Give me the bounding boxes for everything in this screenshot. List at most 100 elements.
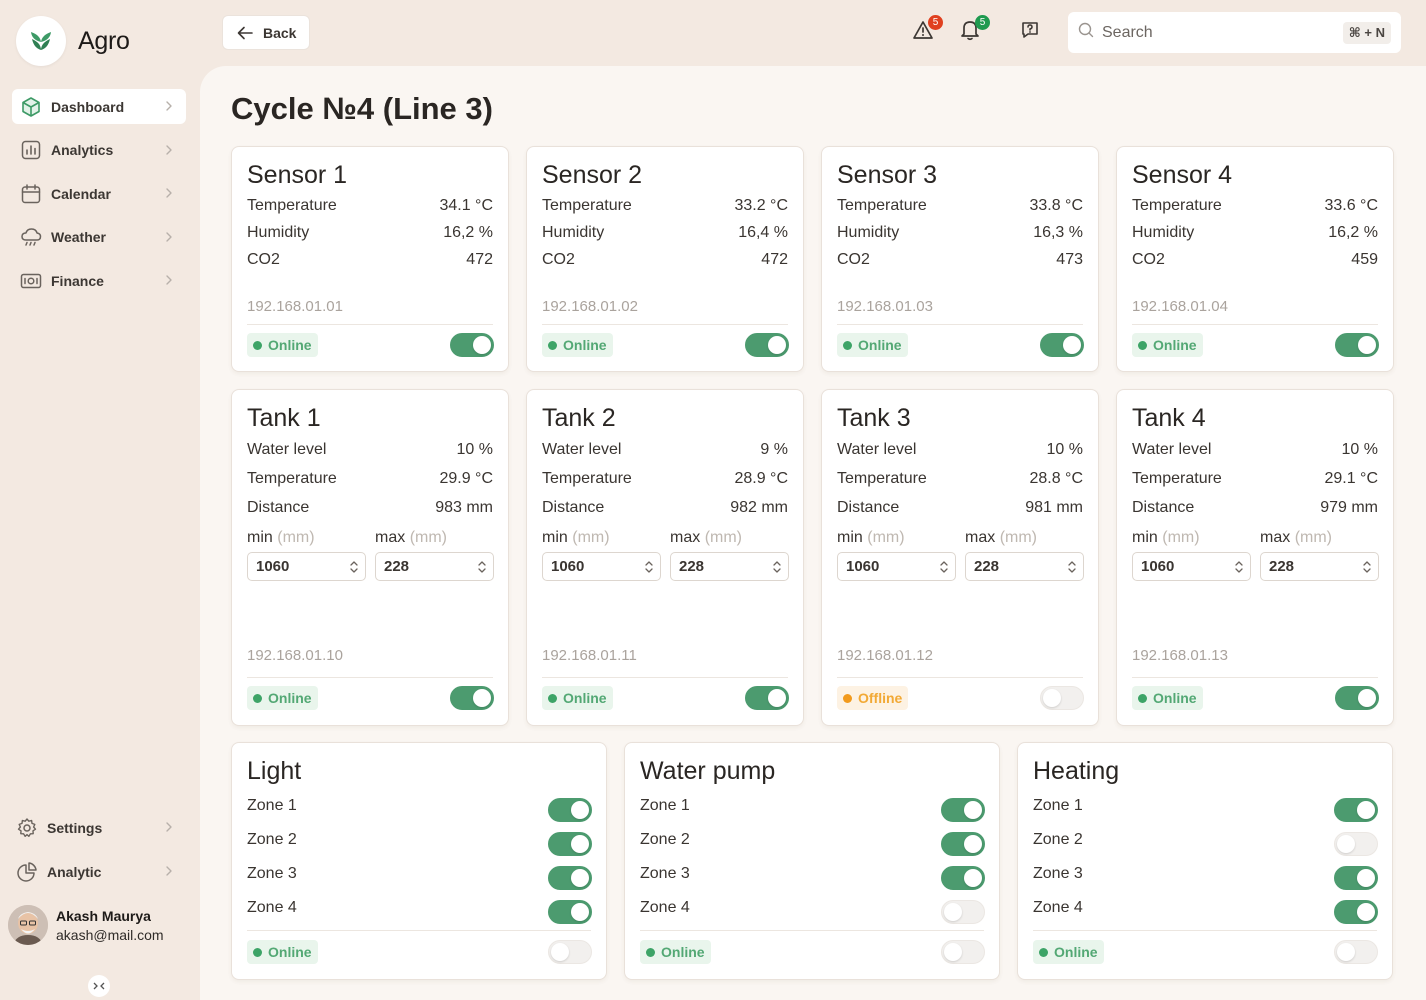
app-logo[interactable]: Agro (16, 16, 130, 66)
sensor-power-toggle[interactable] (1040, 333, 1084, 357)
min-distance-stepper[interactable]: 1060 (247, 552, 366, 581)
card-title: Tank 4 (1132, 404, 1206, 432)
alerts-button[interactable]: 5 (908, 15, 943, 47)
control-power-toggle[interactable] (1334, 940, 1378, 964)
status-badge: Online (247, 333, 318, 357)
help-button[interactable] (1015, 17, 1045, 47)
stepper-arrows-icon[interactable] (1362, 560, 1372, 578)
stepper-arrows-icon[interactable] (349, 560, 359, 578)
min-distance-stepper[interactable]: 1060 (837, 552, 956, 581)
alerts-badge: 5 (928, 15, 943, 30)
card-title: Water pump (640, 757, 776, 785)
sidebar-item-weather[interactable]: Weather (12, 220, 186, 255)
zone-toggle[interactable] (941, 900, 985, 924)
zone-label: Zone 2 (247, 831, 297, 848)
divider (542, 324, 788, 325)
zone-label: Zone 3 (247, 865, 297, 882)
search-bar[interactable]: ⌘ + N (1068, 12, 1401, 53)
min-value: 1060 (551, 558, 585, 575)
toggle-knob (571, 903, 589, 921)
max-distance-stepper[interactable]: 228 (670, 552, 789, 581)
avatar (8, 905, 48, 945)
stepper-arrows-icon[interactable] (939, 560, 949, 578)
collapse-sidebar-button[interactable] (88, 975, 110, 997)
metric-value: 472 (761, 251, 788, 268)
chevron-right-icon (162, 273, 176, 287)
metric-value: 29.1 °C (1324, 470, 1378, 487)
leaf-logo-icon (16, 16, 66, 66)
zone-toggle[interactable] (941, 866, 985, 890)
divider (247, 677, 493, 678)
zone-toggle[interactable] (1334, 866, 1378, 890)
main-content: Cycle №4 (Line 3) Sensor 1 Temperature 34.… (200, 66, 1426, 1000)
ip-address: 192.168.01.12 (837, 647, 933, 664)
metric-value: 10 % (456, 441, 493, 458)
metric-label: Temperature (247, 470, 337, 487)
zone-toggle[interactable] (1334, 832, 1378, 856)
metric-value: 33.6 °C (1324, 197, 1378, 214)
stepper-arrows-icon[interactable] (1067, 560, 1077, 578)
zone-toggle[interactable] (941, 832, 985, 856)
sidebar-item-settings[interactable]: Settings (8, 810, 186, 845)
zone-toggle[interactable] (941, 798, 985, 822)
control-card-light: Light Zone 1 Zone 2 Zone 3 Zone 4 Online (231, 742, 607, 980)
metric-value: 979 mm (1320, 499, 1378, 516)
sensor-power-toggle[interactable] (1335, 333, 1379, 357)
status-badge: Online (640, 940, 711, 964)
gear-icon (16, 817, 38, 839)
metric-label: Temperature (247, 197, 337, 214)
sidebar-item-analytic[interactable]: Analytic (8, 854, 186, 889)
back-button[interactable]: Back (222, 15, 310, 50)
toggle-knob (1063, 336, 1081, 354)
max-distance-stepper[interactable]: 228 (965, 552, 1084, 581)
chevron-right-icon (162, 230, 176, 244)
sidebar-item-calendar[interactable]: Calendar (12, 176, 186, 211)
stepper-arrows-icon[interactable] (644, 560, 654, 578)
toggle-knob (964, 801, 982, 819)
metric-row: Water level 10 % (837, 441, 1083, 459)
stepper-arrows-icon[interactable] (477, 560, 487, 578)
sensor-card: Sensor 3 Temperature 33.8 °C Humidity 16,3 %… (821, 146, 1099, 372)
user-name: Akash Maurya (56, 907, 151, 924)
stepper-arrows-icon[interactable] (1234, 560, 1244, 578)
zone-label: Zone 1 (1033, 797, 1083, 814)
sensor-power-toggle[interactable] (745, 333, 789, 357)
sidebar-item-dashboard[interactable]: Dashboard (12, 89, 186, 124)
zone-label: Zone 2 (1033, 831, 1083, 848)
metric-label: Water level (247, 441, 327, 458)
status-label: Online (1153, 337, 1197, 353)
stepper-arrows-icon[interactable] (772, 560, 782, 578)
zone-label: Zone 1 (640, 797, 690, 814)
user-profile[interactable]: Akash Maurya akash@mail.com (8, 905, 164, 945)
limit-name: min (837, 529, 863, 546)
sidebar-item-finance[interactable]: Finance (12, 263, 186, 298)
zone-toggle[interactable] (548, 798, 592, 822)
toggle-knob (944, 943, 962, 961)
tank-power-toggle[interactable] (1335, 686, 1379, 710)
sidebar-item-analytics[interactable]: Analytics (12, 133, 186, 168)
search-input[interactable] (1102, 23, 1332, 42)
tank-power-toggle[interactable] (745, 686, 789, 710)
limit-unit: (mm) (1294, 529, 1332, 546)
max-distance-stepper[interactable]: 228 (1260, 552, 1379, 581)
tank-power-toggle[interactable] (450, 686, 494, 710)
tank-power-toggle[interactable] (1040, 686, 1084, 710)
metric-label: Water level (1132, 441, 1212, 458)
zone-toggle[interactable] (548, 866, 592, 890)
metric-label: CO2 (1132, 251, 1165, 268)
zone-toggle[interactable] (548, 832, 592, 856)
zone-toggle[interactable] (548, 900, 592, 924)
zone-toggle[interactable] (1334, 798, 1378, 822)
min-value: 1060 (1141, 558, 1175, 575)
control-card-heating: Heating Zone 1 Zone 2 Zone 3 Zone 4 Online (1017, 742, 1393, 980)
zone-toggle[interactable] (1334, 900, 1378, 924)
status-badge: Online (837, 333, 908, 357)
min-distance-stepper[interactable]: 1060 (1132, 552, 1251, 581)
min-distance-stepper[interactable]: 1060 (542, 552, 661, 581)
control-power-toggle[interactable] (941, 940, 985, 964)
sensor-power-toggle[interactable] (450, 333, 494, 357)
max-distance-stepper[interactable]: 228 (375, 552, 494, 581)
control-power-toggle[interactable] (548, 940, 592, 964)
ip-address: 192.168.01.11 (542, 647, 637, 664)
notifications-button[interactable]: 5 (955, 15, 990, 47)
